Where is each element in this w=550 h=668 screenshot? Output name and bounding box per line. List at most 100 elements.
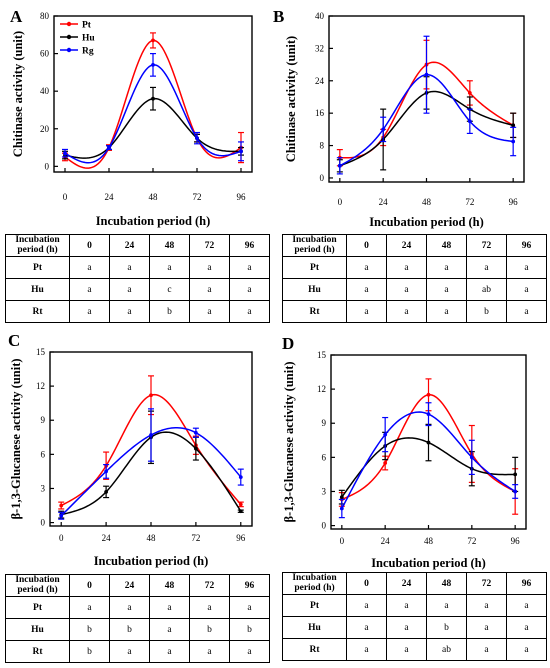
data-point-pt <box>383 461 388 465</box>
panel-letter: D <box>282 334 294 353</box>
data-point-rg <box>238 475 243 479</box>
table-cell: a <box>189 640 230 663</box>
y-tick-label: 60 <box>40 49 50 59</box>
data-point-hu <box>513 472 518 477</box>
table-row-header: Pt <box>282 256 347 279</box>
legend-label: Pt <box>82 21 92 31</box>
table-row: Pt a a a a a <box>282 256 547 279</box>
table-cell: a <box>466 616 507 639</box>
table-row: Rt b a a a a <box>5 640 270 663</box>
data-point-rg <box>513 489 518 494</box>
table-cell: b <box>466 300 507 323</box>
table-cell: a <box>189 256 230 279</box>
table-row: Rt a a ab a a <box>282 638 547 661</box>
table-corner-header: Incubation period (h) <box>282 234 347 257</box>
table-cell: a <box>506 616 547 639</box>
table-row-header: Hu <box>5 618 70 641</box>
table-cell: a <box>506 278 547 301</box>
x-axis-label: Incubation period (h) <box>369 215 484 229</box>
y-axis-label: Chitinase activity (unit) <box>284 36 298 162</box>
y-tick-label: 0 <box>41 518 46 528</box>
table-column-header: 72 <box>189 574 230 597</box>
table-cell: a <box>426 278 467 301</box>
table-cell: a <box>466 638 507 661</box>
data-point-rg <box>59 513 64 518</box>
table-cell: a <box>229 256 270 279</box>
table-cell: a <box>229 640 270 663</box>
data-point-hu <box>151 96 155 101</box>
table-row-header: Hu <box>5 278 70 301</box>
data-point-pt <box>426 392 431 397</box>
table-cell: a <box>149 640 190 663</box>
table-cell: a <box>229 300 270 323</box>
table-column-header: 24 <box>386 572 427 595</box>
table-cell: a <box>109 640 150 663</box>
table-cell: a <box>149 596 190 619</box>
x-tick-label: 96 <box>236 533 246 543</box>
table-cell: a <box>386 594 427 617</box>
table-cell: a <box>149 618 190 641</box>
table-column-header: 24 <box>109 574 150 597</box>
table-cell: ab <box>466 278 507 301</box>
x-tick-label: 72 <box>191 533 200 543</box>
y-axis-label: Chitinase activity (unit) <box>11 31 25 157</box>
x-tick-label: 0 <box>59 533 64 543</box>
table-row-header: Pt <box>5 256 70 279</box>
data-point-hu <box>193 446 198 451</box>
data-point-rg <box>149 433 153 437</box>
significance-table-d: Incubation period (h) 0 24 48 72 96 Pt a a a a a Hu a a… <box>282 572 547 661</box>
table-cell: a <box>346 278 387 301</box>
significance-table-c: Incubation period (h) 0 24 48 72 96 Pt a a a a a Hu b b… <box>5 574 270 663</box>
table-cell: a <box>466 594 507 617</box>
x-tick-label: 0 <box>63 192 68 202</box>
data-point-rg <box>426 412 431 417</box>
y-tick-label: 15 <box>317 350 327 360</box>
y-tick-label: 6 <box>41 449 46 459</box>
table-cell: a <box>189 278 230 301</box>
y-tick-label: 0 <box>45 161 50 171</box>
y-tick-label: 20 <box>40 124 50 134</box>
x-axis-label: Incubation period (h) <box>94 554 209 568</box>
table-cell: a <box>506 300 547 323</box>
y-tick-label: 15 <box>36 347 46 357</box>
y-tick-label: 3 <box>322 486 327 496</box>
data-point-rg <box>195 136 199 141</box>
corner-line-1: Incubation <box>15 234 60 245</box>
data-point-rg <box>339 506 344 511</box>
table-cell: a <box>506 256 547 279</box>
table-cell: a <box>109 596 150 619</box>
x-tick-label: 0 <box>340 536 345 546</box>
table-cell: b <box>426 616 467 639</box>
table-row-header: Rt <box>282 300 347 323</box>
data-point-hu <box>238 509 243 514</box>
y-tick-label: 6 <box>322 452 327 462</box>
corner-line-2: period (h) <box>17 244 58 255</box>
x-axis-label: Incubation period (h) <box>96 214 211 228</box>
y-tick-label: 3 <box>41 483 46 493</box>
y-tick-label: 24 <box>315 76 325 86</box>
data-point-pt <box>59 503 64 508</box>
y-tick-label: 40 <box>315 11 325 21</box>
corner-line-1: Incubation <box>292 572 337 583</box>
corner-line-1: Incubation <box>15 574 60 585</box>
significance-table-a: Incubation period (h) 0 24 48 72 96 Pt a a a a a Hu a a… <box>5 234 270 323</box>
table-cell: a <box>109 278 150 301</box>
y-tick-label: 12 <box>317 384 326 394</box>
table-cell: a <box>346 638 387 661</box>
data-point-rg <box>63 151 67 156</box>
data-point-rg <box>193 430 198 435</box>
data-point-rg <box>383 432 388 437</box>
table-row-header: Pt <box>282 594 347 617</box>
table-cell: b <box>109 618 150 641</box>
table-cell: a <box>346 256 387 279</box>
chart-panel-b: 0 24 48 72 96 0 8 16 24 32 40 Incubation period (h)… <box>273 7 525 229</box>
x-tick-label: 48 <box>149 192 159 202</box>
table-cell: a <box>506 594 547 617</box>
x-tick-label: 48 <box>422 197 432 207</box>
y-tick-label: 9 <box>41 415 46 425</box>
table-cell: a <box>346 300 387 323</box>
legend-marker <box>66 34 72 40</box>
table-column-header: 0 <box>346 234 387 257</box>
table-corner-header: Incubation period (h) <box>5 234 70 257</box>
y-tick-label: 8 <box>320 141 325 151</box>
